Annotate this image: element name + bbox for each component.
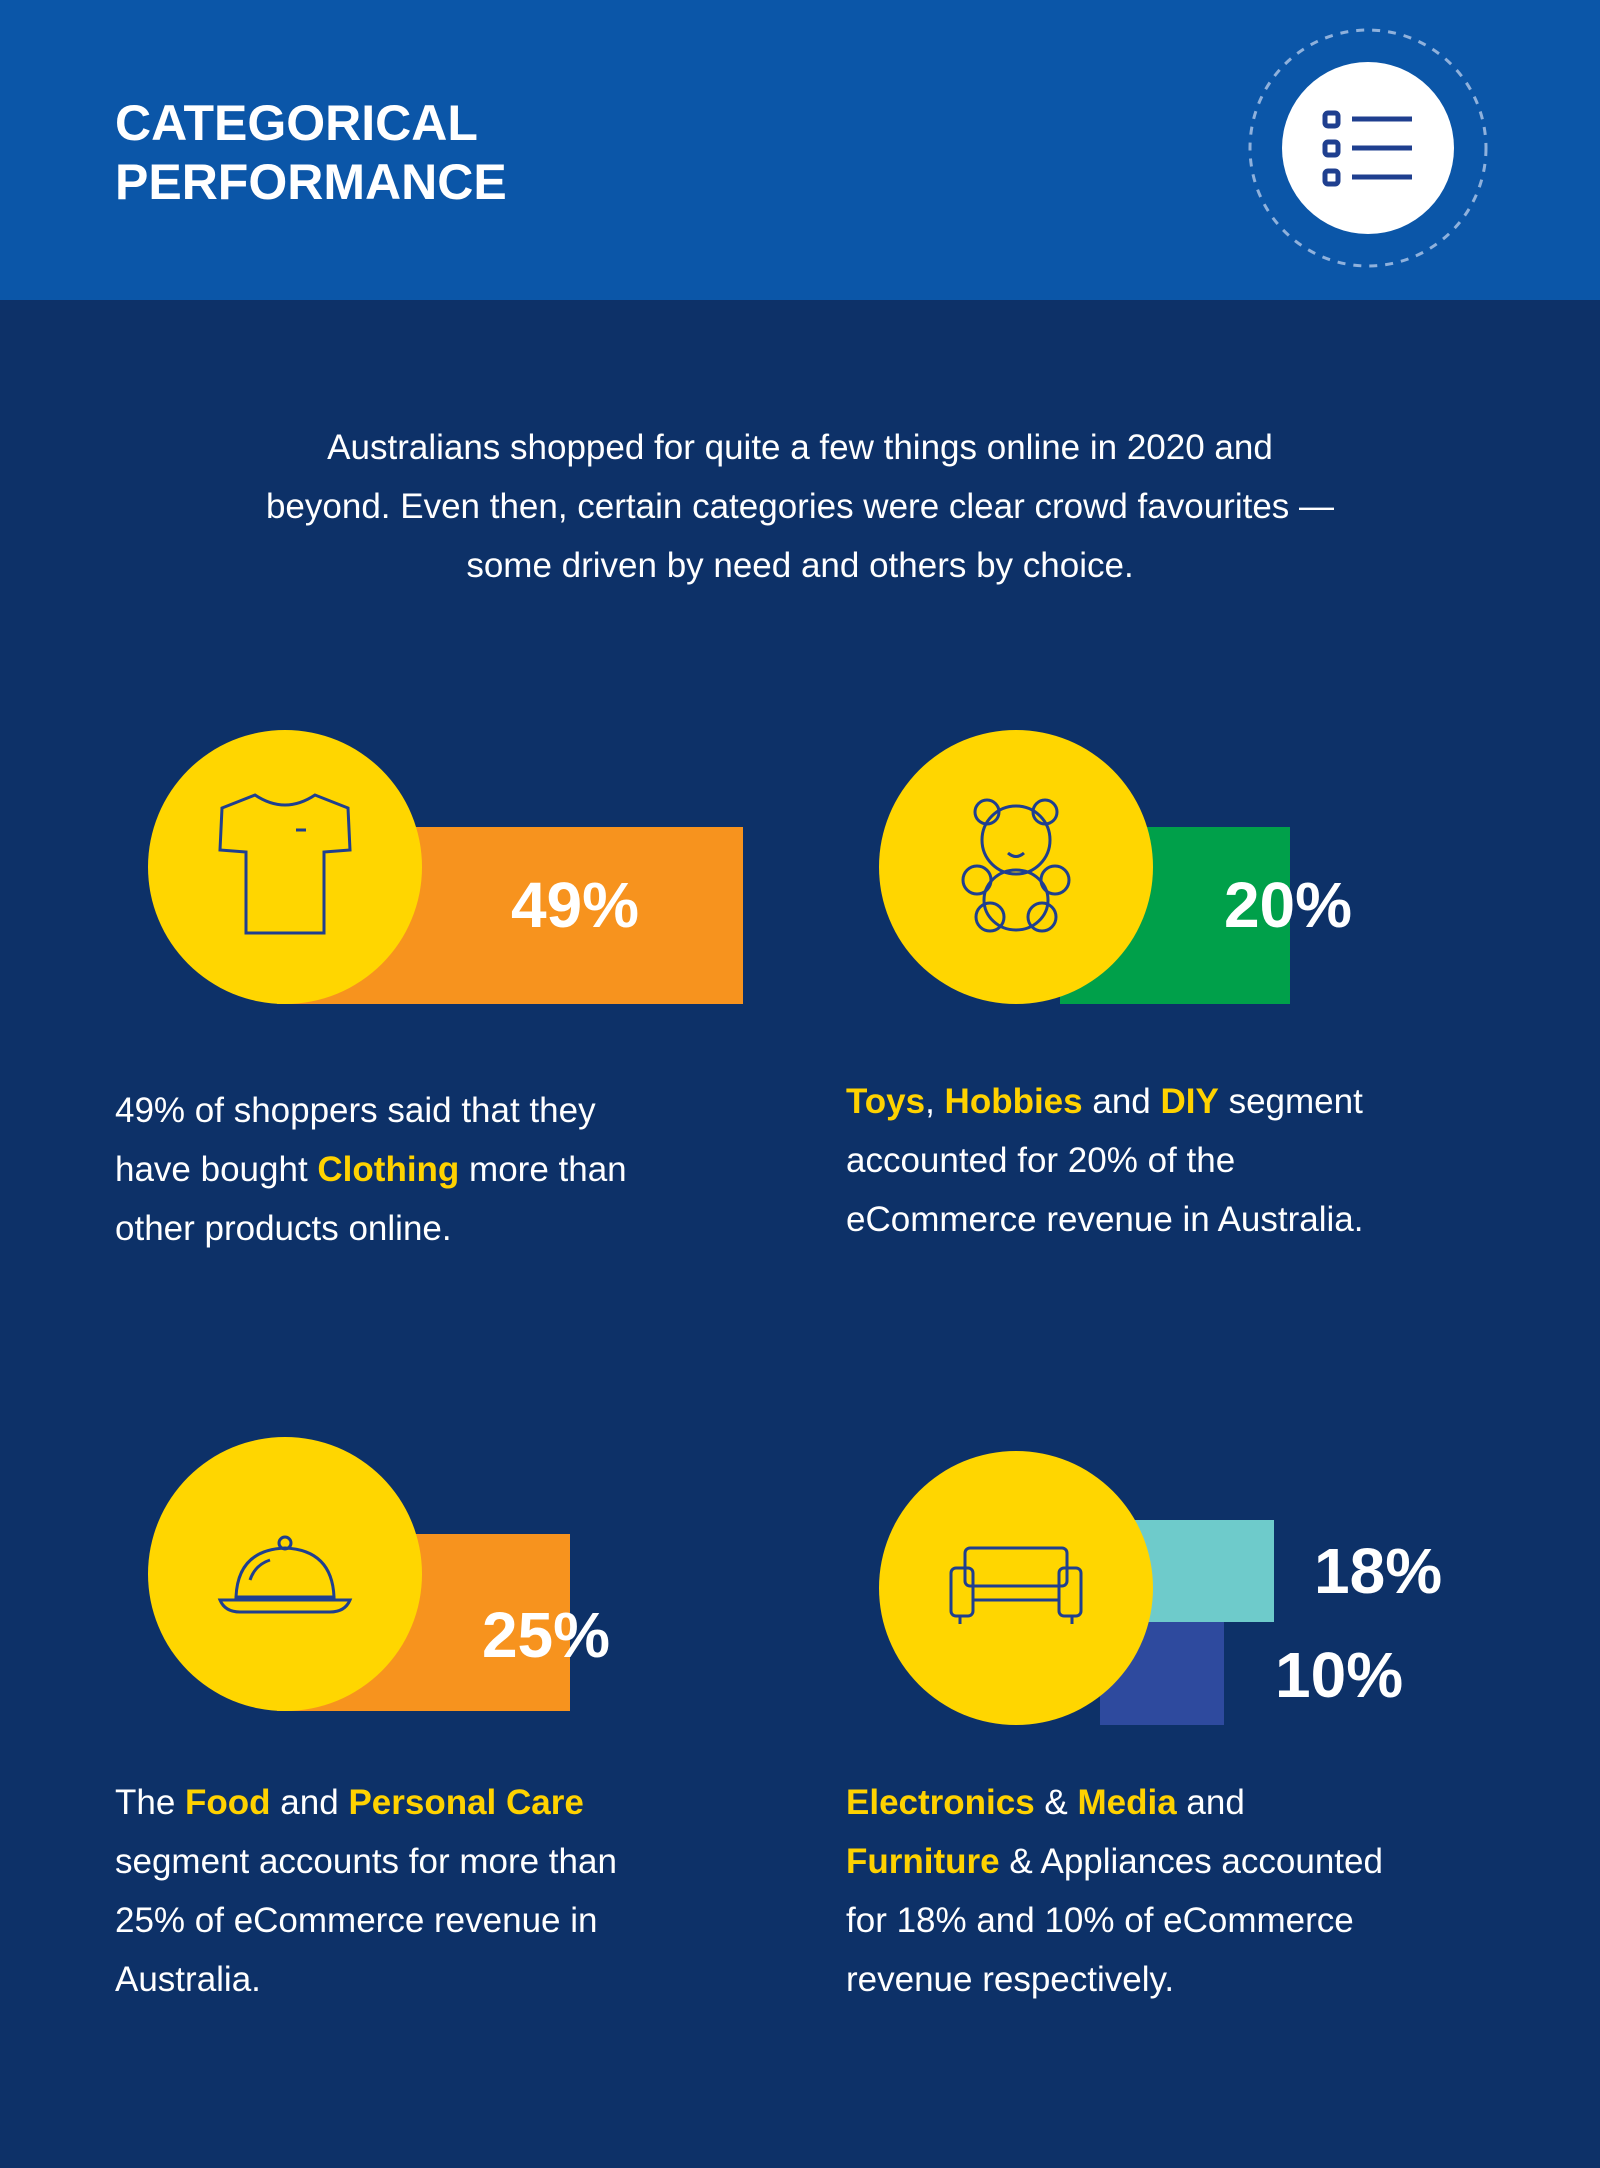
description-line: for 18% and 10% of eCommerce xyxy=(846,1901,1354,1940)
title-line: CATEGORICAL xyxy=(115,95,478,151)
sofa-icon xyxy=(949,1546,1083,1624)
text-segment: for 18% and 10% of eCommerce xyxy=(846,1901,1354,1940)
list-icon xyxy=(1322,110,1412,187)
description-line: other products online. xyxy=(115,1209,452,1248)
text-segment: Australia. xyxy=(115,1960,261,1999)
text-segment: segment xyxy=(1219,1082,1363,1121)
description-line: revenue respectively. xyxy=(846,1960,1174,1999)
text-segment: accounted for 20% of the xyxy=(846,1141,1235,1180)
icon-ring xyxy=(1248,28,1488,268)
description-line: accounted for 20% of the xyxy=(846,1141,1235,1180)
text-segment: segment accounts for more than xyxy=(115,1842,617,1881)
description-line: segment accounts for more than xyxy=(115,1842,617,1881)
description-line: eCommerce revenue in Australia. xyxy=(846,1200,1363,1239)
highlight: Clothing xyxy=(317,1150,459,1189)
highlight: Furniture xyxy=(846,1842,1000,1881)
text-segment: revenue respectively. xyxy=(846,1960,1174,1999)
description-line: The Food and Personal Care xyxy=(115,1783,584,1822)
text-segment: more than xyxy=(459,1150,626,1189)
description-line: have bought Clothing more than xyxy=(115,1150,627,1189)
stat-label: 25% xyxy=(482,1599,610,1671)
highlight: DIY xyxy=(1160,1082,1218,1121)
icon-circle xyxy=(148,730,422,1004)
text-segment: eCommerce revenue in Australia. xyxy=(846,1200,1363,1239)
highlight: Food xyxy=(185,1783,271,1822)
highlight: Toys xyxy=(846,1082,925,1121)
description-line: Electronics & Media and xyxy=(846,1783,1245,1822)
intro-line: Australians shopped for quite a few thin… xyxy=(327,428,1273,467)
text-segment: and xyxy=(271,1783,349,1822)
text-segment: and xyxy=(1177,1783,1245,1822)
highlight: Media xyxy=(1078,1783,1178,1822)
text-segment: & Appliances accounted xyxy=(1000,1842,1383,1881)
stat-label: 10% xyxy=(1275,1639,1403,1711)
description-line: Toys, Hobbies and DIY segment xyxy=(846,1082,1363,1121)
stat-label: 18% xyxy=(1314,1535,1442,1607)
text-segment: have bought xyxy=(115,1150,317,1189)
stat-label: 49% xyxy=(511,869,639,941)
description-line: Furniture & Appliances accounted xyxy=(846,1842,1383,1881)
stat-label: 20% xyxy=(1224,869,1352,941)
icon-circle xyxy=(879,1451,1153,1725)
cloche-icon xyxy=(217,1535,353,1614)
text-segment: The xyxy=(115,1783,185,1822)
bear-icon xyxy=(961,798,1071,933)
text-segment: & xyxy=(1035,1783,1078,1822)
intro-line: some driven by need and others by choice… xyxy=(466,546,1133,585)
intro-line: beyond. Even then, certain categories we… xyxy=(266,487,1334,526)
highlight: Personal Care xyxy=(348,1783,583,1822)
description-line: Australia. xyxy=(115,1960,261,1999)
text-segment: 49% of shoppers said that they xyxy=(115,1091,596,1130)
description-line: 49% of shoppers said that they xyxy=(115,1091,596,1130)
highlight: Hobbies xyxy=(945,1082,1083,1121)
title-line: PERFORMANCE xyxy=(115,154,507,210)
description-line: 25% of eCommerce revenue in xyxy=(115,1901,597,1940)
text-segment: other products online. xyxy=(115,1209,452,1248)
text-segment: 25% of eCommerce revenue in xyxy=(115,1901,597,1940)
icon-circle xyxy=(879,730,1153,1004)
text-segment: and xyxy=(1083,1082,1161,1121)
icon-circle xyxy=(148,1437,422,1711)
text-segment: , xyxy=(925,1082,944,1121)
highlight: Electronics xyxy=(846,1783,1035,1822)
shirt-icon xyxy=(218,793,352,935)
